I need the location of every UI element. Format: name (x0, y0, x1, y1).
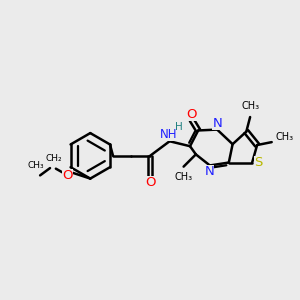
Text: O: O (187, 108, 197, 121)
Text: CH₃: CH₃ (27, 161, 44, 170)
Text: S: S (254, 156, 263, 169)
Text: O: O (62, 169, 73, 182)
Text: H: H (175, 122, 183, 132)
Text: CH₂: CH₂ (46, 154, 62, 163)
Text: CH₃: CH₃ (241, 101, 259, 111)
Text: N: N (204, 165, 214, 178)
Text: CH₃: CH₃ (275, 133, 293, 142)
Text: NH: NH (160, 128, 178, 141)
Text: N: N (212, 117, 222, 130)
Text: CH₃: CH₃ (175, 172, 193, 182)
Text: O: O (145, 176, 155, 189)
